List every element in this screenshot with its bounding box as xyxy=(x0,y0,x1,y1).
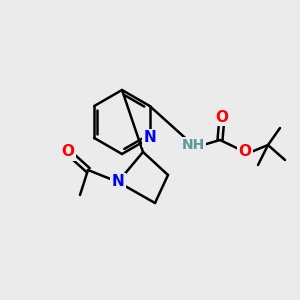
Text: NH: NH xyxy=(182,138,205,152)
Text: N: N xyxy=(143,130,156,146)
Text: O: O xyxy=(215,110,229,124)
Text: N: N xyxy=(112,175,124,190)
Text: O: O xyxy=(61,145,74,160)
Text: O: O xyxy=(238,145,251,160)
